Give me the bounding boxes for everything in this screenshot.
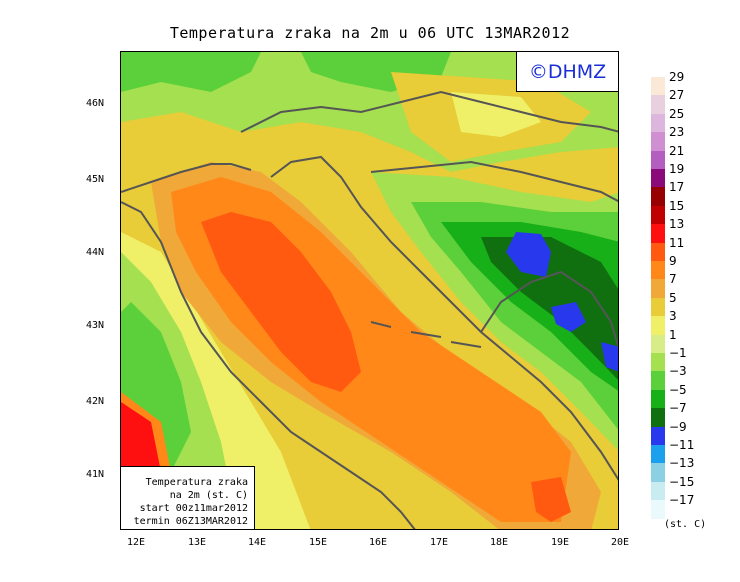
dhmz-logo: ©DHMZ	[516, 52, 618, 92]
legend-swatch	[651, 132, 665, 151]
info-line: na 2m (st. C)	[169, 490, 248, 501]
legend-swatch	[651, 334, 665, 353]
cold-core-blue-3	[601, 342, 618, 372]
legend-label: 27	[669, 88, 685, 103]
legend-label: −7	[669, 401, 687, 416]
north-land-field-cold	[121, 52, 261, 92]
legend-swatch	[651, 261, 665, 280]
legend-label: 11	[669, 235, 685, 250]
legend-swatch	[651, 95, 665, 114]
lat-label: 46N	[86, 98, 105, 109]
italy-coastline	[121, 163, 416, 529]
legend-swatch	[651, 113, 665, 133]
legend-swatch	[651, 353, 665, 372]
legend-swatch	[651, 297, 665, 317]
legend-label: 21	[669, 143, 685, 158]
lat-label: 42N	[86, 396, 105, 407]
lat-label: 43N	[86, 320, 105, 331]
legend-label: 5	[669, 290, 677, 305]
legend-label: 23	[669, 125, 685, 140]
temperature-map	[120, 51, 619, 530]
cold-core-blue	[506, 232, 551, 277]
legend-swatch	[651, 445, 665, 464]
legend-label: −11	[669, 438, 695, 452]
lon-label: 14E	[247, 537, 267, 548]
legend-label: 17	[669, 180, 685, 195]
lon-label: 13E	[187, 537, 207, 548]
lon-label: 19E	[550, 537, 570, 548]
legend-swatch	[651, 187, 665, 206]
legend-label: 29	[669, 70, 685, 84]
south-adriatic-hot	[531, 477, 571, 522]
lat-label: 44N	[86, 247, 105, 258]
croatia-coastline	[270, 155, 618, 481]
legend-label: −17	[669, 493, 695, 508]
legend-label: 7	[669, 272, 677, 287]
info-box: Temperatura zraka na 2m (st. C) start 00…	[121, 466, 255, 529]
legend-swatch	[651, 150, 665, 169]
lon-label: 12E	[126, 537, 146, 548]
legend-swatch	[651, 481, 665, 501]
legend-label: −9	[669, 419, 687, 434]
adriatic-hot	[201, 212, 361, 392]
island-1	[370, 321, 392, 328]
legend-label: 9	[669, 254, 677, 268]
info-line: termin 06Z13MAR2012	[133, 516, 248, 527]
legend-swatch	[651, 371, 665, 390]
legend-unit: (st. C)	[664, 519, 707, 530]
island-3	[450, 341, 482, 348]
lon-label: 17E	[429, 537, 449, 548]
legend-swatch	[651, 242, 665, 261]
legend-swatch	[651, 279, 665, 298]
lat-label: 45N	[86, 174, 105, 185]
legend-swatch	[651, 316, 665, 335]
legend-label: −1	[669, 346, 687, 360]
chart-title: Temperatura zraka na 2m u 06 UTC 13MAR20…	[169, 24, 571, 42]
legend-swatch	[651, 426, 665, 445]
legend-swatch	[651, 169, 665, 188]
info-line: start 00z11mar2012	[139, 503, 248, 514]
legend-swatch	[651, 408, 665, 427]
lon-label: 15E	[308, 537, 328, 548]
dinaric-dark-green	[481, 237, 618, 380]
lon-label: 20E	[610, 537, 630, 548]
island-2	[410, 331, 442, 338]
pannonian-light	[451, 92, 541, 137]
legend-swatch	[651, 463, 665, 482]
border-north	[240, 90, 618, 133]
legend-label: −3	[669, 364, 687, 379]
legend-label: 25	[669, 106, 685, 121]
lat-label: 41N	[86, 469, 105, 480]
legend-label: 13	[669, 217, 685, 232]
legend-label: −5	[669, 382, 687, 397]
legend-swatch	[651, 389, 665, 409]
legend-label: 1	[669, 327, 677, 342]
info-line: Temperatura zraka	[145, 477, 248, 488]
legend-label: 19	[669, 162, 685, 176]
lon-label: 18E	[489, 537, 509, 548]
legend-label: −13	[669, 456, 695, 471]
legend-label: −15	[669, 474, 695, 489]
legend-swatch	[651, 224, 665, 243]
tyrrhenian-hot	[121, 402, 161, 472]
lon-label: 16E	[368, 537, 388, 548]
border-bosnia	[370, 160, 618, 203]
legend-swatch	[651, 500, 665, 519]
legend-swatch	[651, 77, 665, 96]
legend-swatch	[651, 205, 665, 225]
cold-core-blue-2	[551, 302, 586, 332]
legend-label: 3	[669, 309, 677, 324]
legend-label: 15	[669, 198, 685, 213]
border-bosnia-south	[480, 270, 618, 349]
